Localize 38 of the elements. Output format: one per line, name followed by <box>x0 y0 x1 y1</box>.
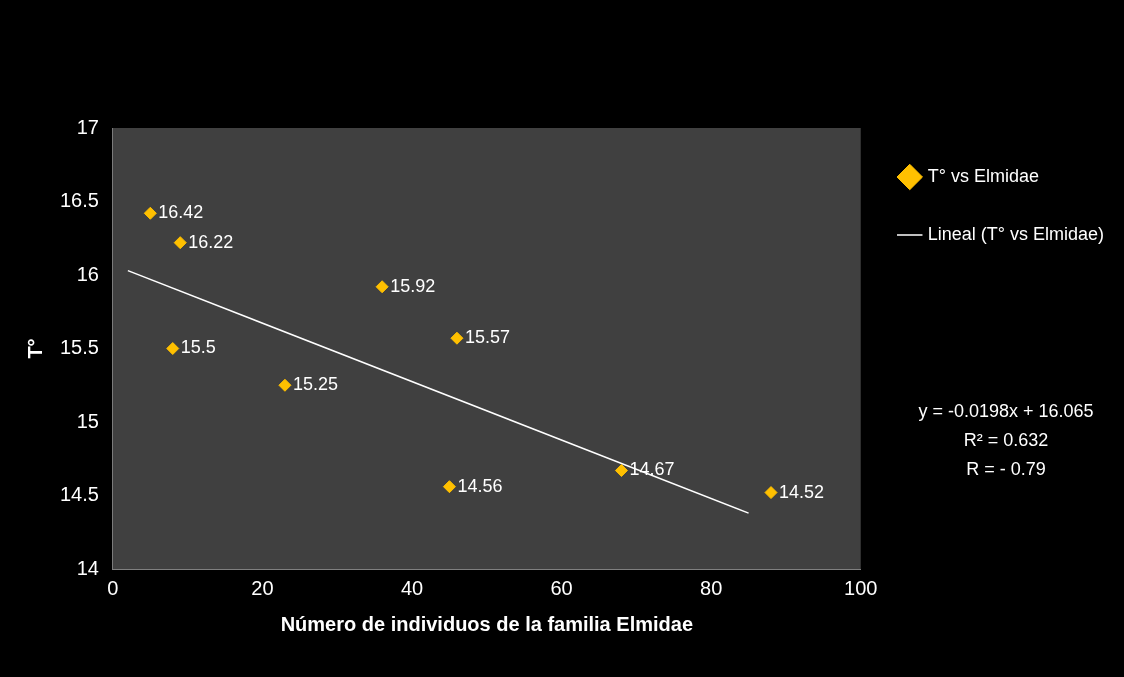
x-tick-label: 0 <box>107 576 119 599</box>
y-tick-label: 16 <box>76 262 99 285</box>
data-label: 14.67 <box>629 459 675 480</box>
data-label: 15.25 <box>292 374 338 395</box>
y-tick-label: 15 <box>76 409 99 432</box>
point <box>442 480 456 494</box>
x-tick-label: 20 <box>251 576 274 599</box>
x-tick-label: 100 <box>844 576 878 599</box>
point <box>450 331 464 345</box>
x-tick-label: 40 <box>400 576 424 599</box>
data-label: 15.57 <box>464 327 510 348</box>
data-label: 15.92 <box>390 275 436 296</box>
y-tick-label: 15.5 <box>59 336 99 359</box>
data-label: 16.22 <box>188 231 234 252</box>
x-axis-title: Número de individuos de la familia Elmidae <box>280 612 693 635</box>
y-axis-title: T° <box>23 338 46 359</box>
point <box>764 486 778 500</box>
legend-label: Lineal (T° vs Elmidae) <box>927 223 1105 244</box>
point <box>173 236 187 250</box>
data-label: 16.42 <box>158 202 204 223</box>
legend-label: T° vs Elmidae <box>927 165 1039 186</box>
text: y = -0.0198x + 16.065 <box>918 400 1094 421</box>
point <box>614 464 628 478</box>
text: R² = 0.632 <box>963 429 1049 450</box>
y-tick-label: 16.5 <box>59 189 99 212</box>
data-label: 14.56 <box>457 475 503 496</box>
y-tick-label: 17 <box>76 115 99 138</box>
point <box>166 342 180 355</box>
x-tick-label: 80 <box>700 576 723 599</box>
point <box>278 378 292 392</box>
data-label: 14.52 <box>779 481 825 502</box>
point <box>143 206 157 220</box>
y-tick-label: 14 <box>76 556 99 579</box>
data-label: 15.5 <box>180 337 216 358</box>
text: R = - 0.79 <box>966 458 1046 479</box>
y-tick-label: 14.5 <box>59 483 99 506</box>
x-tick-label: 60 <box>550 576 573 599</box>
point <box>375 280 389 294</box>
